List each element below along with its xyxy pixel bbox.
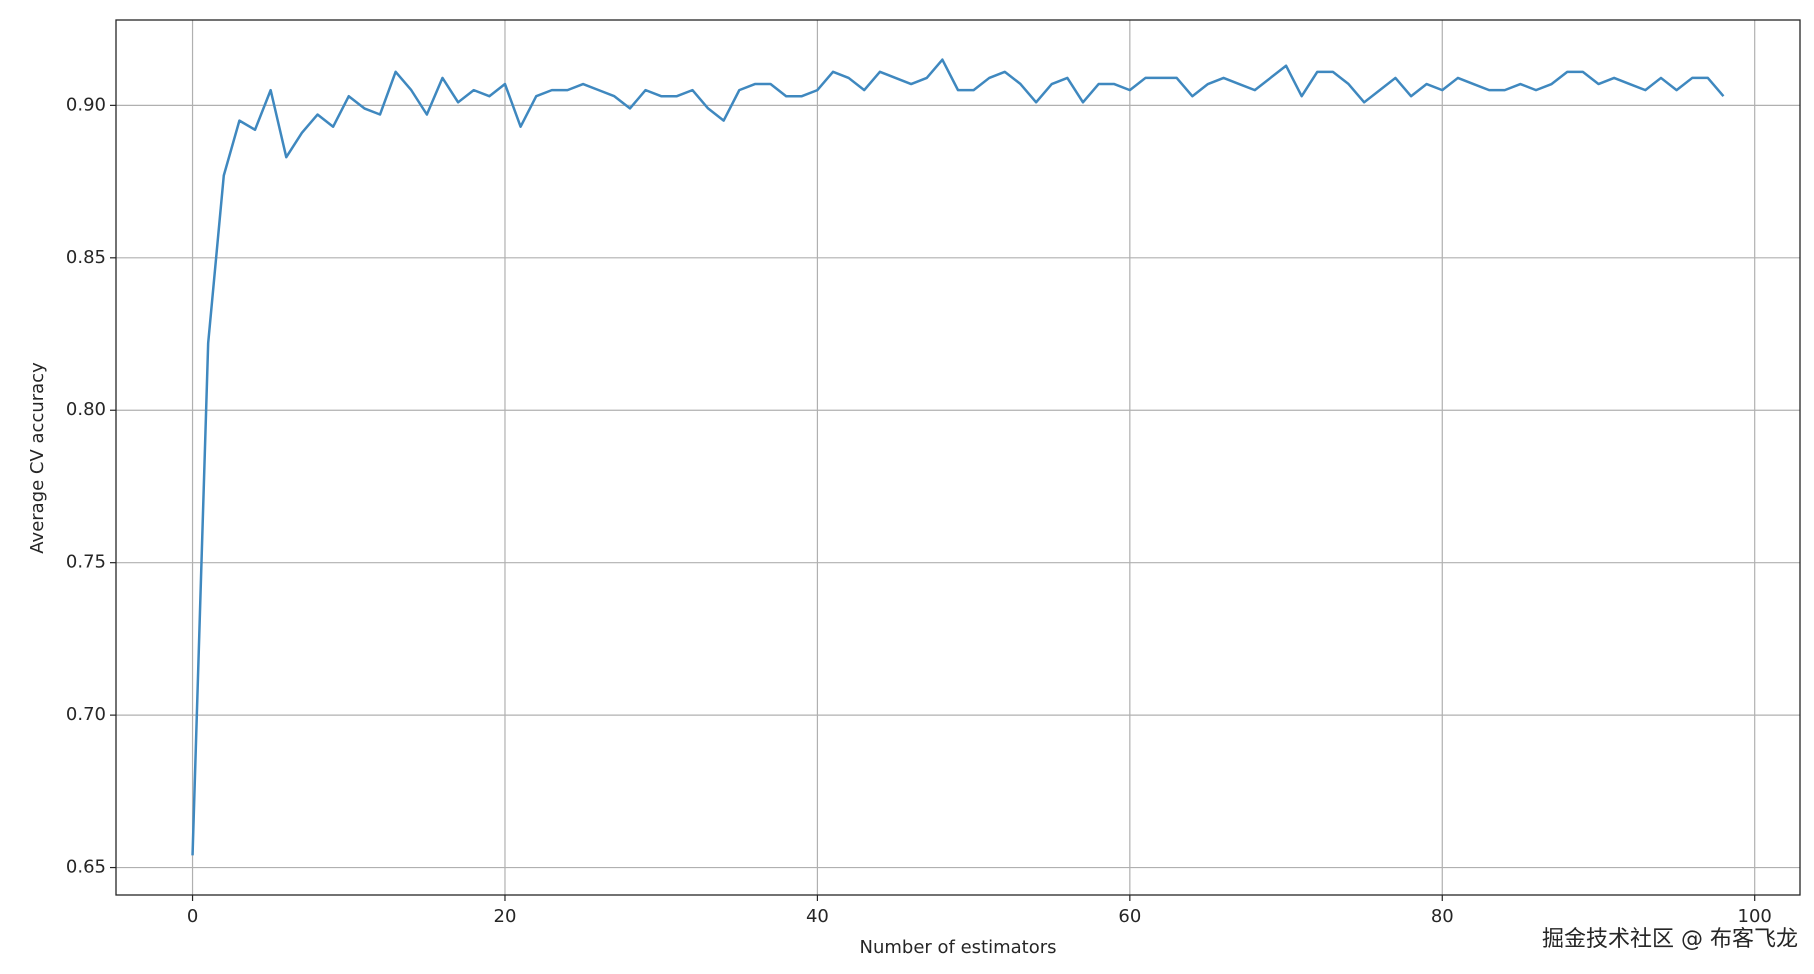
y-tick-label: 0.75: [66, 552, 106, 573]
y-tick-label: 0.85: [66, 247, 106, 268]
x-tick-label: 20: [494, 906, 517, 927]
x-tick-label: 60: [1118, 906, 1141, 927]
data-line: [191, 58, 1725, 856]
y-tick-label: 0.70: [66, 704, 106, 725]
x-tick-label: 0: [187, 906, 198, 927]
x-tick-label: 40: [806, 906, 829, 927]
x-tick-label: 80: [1431, 906, 1454, 927]
y-axis-label: Average CV accuracy: [27, 362, 48, 554]
x-axis-label: Number of estimators: [859, 937, 1056, 958]
y-tick-label: 0.65: [66, 857, 106, 878]
y-tick-label: 0.90: [66, 94, 106, 115]
x-tick-label: 100: [1738, 906, 1772, 927]
plot-frame: [115, 19, 1801, 896]
y-tick-label: 0.80: [66, 399, 106, 420]
watermark: 掘金技术社区 @ 布客飞龙: [1542, 927, 1798, 952]
